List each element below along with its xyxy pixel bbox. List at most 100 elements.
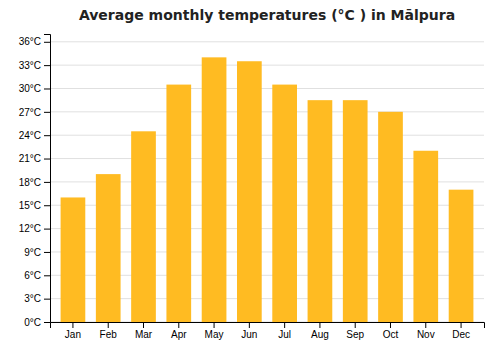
y-axis: 0°C 3°C 6°C 9°C 12°C 15°C 18°C 21°C 24°C 27°C 30°C… [19, 35, 51, 328]
y-tick: 24°C [19, 130, 50, 141]
x-tick-mark [284, 322, 285, 328]
y-tick-mark [44, 112, 50, 113]
title: Average monthly temperatures (°C ) in Mā… [79, 7, 455, 23]
y-tick-mark [44, 205, 50, 206]
y-tick-label: 33°C [19, 60, 41, 71]
x-tick-mark [108, 322, 109, 328]
y-tick-label: 36°C [19, 36, 41, 47]
y-tick-label: 12°C [19, 223, 41, 234]
y-tick: 0°C [24, 317, 50, 328]
x-tick-label: Sep [346, 329, 364, 340]
x-tick: May [205, 322, 224, 340]
y-tick: 9°C [24, 247, 50, 258]
x-tick: Jun [241, 322, 257, 340]
x-tick: Dec [452, 322, 470, 340]
y-tick: 3°C [24, 293, 50, 304]
bars [61, 57, 474, 322]
y-tick: 15°C [19, 200, 50, 211]
x-tick-mark [425, 322, 426, 328]
x-tick-label: Aug [311, 329, 329, 340]
bar [449, 190, 474, 322]
x-tick-label: Feb [100, 329, 118, 340]
x-tick: Feb [100, 322, 118, 340]
y-tick: 6°C [24, 270, 50, 281]
x-tick-mark [461, 322, 462, 328]
x-tick: Aug [311, 322, 329, 340]
x-tick: Nov [417, 322, 435, 340]
bar [343, 100, 368, 322]
y-tick-mark [44, 182, 50, 183]
grid-line [50, 88, 484, 89]
x-tick-mark [214, 322, 215, 328]
y-axis-line [44, 35, 51, 323]
plot-area: 0°C 3°C 6°C 9°C 12°C 15°C 18°C 21°C 24°C 27°C 30°C… [19, 35, 485, 341]
bar [202, 57, 227, 322]
x-tick-label: Mar [135, 329, 153, 340]
y-tick: 12°C [19, 223, 50, 234]
y-tick-mark [44, 135, 50, 136]
bar [272, 85, 297, 322]
x-tick-label: Nov [417, 329, 435, 340]
y-tick-mark [44, 159, 50, 160]
x-tick-mark [319, 322, 320, 328]
bar [378, 112, 403, 322]
y-tick-label: 6°C [24, 270, 41, 281]
y-tick-mark [44, 275, 50, 276]
y-tick-label: 3°C [24, 293, 41, 304]
y-tick: 21°C [19, 153, 50, 164]
y-tick: 30°C [19, 83, 50, 94]
y-tick-mark [44, 252, 50, 253]
y-tick-label: 27°C [19, 107, 41, 118]
y-tick-label: 15°C [19, 200, 41, 211]
x-tick-label: Apr [171, 329, 187, 340]
y-tick: 36°C [19, 36, 50, 47]
y-tick-mark [44, 65, 50, 66]
x-tick-label: Jun [241, 329, 257, 340]
bar [131, 131, 156, 322]
x-tick: Jan [65, 322, 81, 340]
x-tick: Jul [278, 322, 291, 340]
grid-line [50, 41, 484, 42]
x-axis-line [51, 323, 485, 329]
x-tick-mark [72, 322, 73, 328]
x-tick: Apr [171, 322, 187, 340]
y-tick-mark [44, 42, 50, 43]
x-tick-label: Jan [65, 329, 81, 340]
y-tick-label: 18°C [19, 177, 41, 188]
bar [308, 100, 333, 322]
x-tick-label: Oct [383, 329, 399, 340]
y-tick-label: 30°C [19, 83, 41, 94]
y-tick-label: 9°C [24, 247, 41, 258]
y-tick-mark [44, 322, 50, 323]
y-tick-label: 0°C [24, 317, 41, 328]
grid-line [50, 135, 484, 136]
grid-line [50, 65, 484, 66]
y-tick-label: 21°C [19, 153, 41, 164]
chart-svg: 0°C 3°C 6°C 9°C 12°C 15°C 18°C 21°C 24°C 27°C 30°C… [0, 0, 500, 350]
x-tick: Sep [346, 322, 364, 340]
x-tick-label: May [205, 329, 224, 340]
bar [413, 151, 438, 322]
y-tick: 33°C [19, 60, 50, 71]
x-tick-mark [178, 322, 179, 328]
bar [166, 85, 191, 322]
x-tick-mark [143, 322, 144, 328]
x-tick: Mar [135, 322, 153, 340]
x-axis: Jan Feb Mar Apr May Jun Jul Aug Sep Oct Nov Dec [51, 322, 485, 340]
y-tick-mark [44, 299, 50, 300]
x-tick-label: Dec [452, 329, 470, 340]
x-tick-mark [355, 322, 356, 328]
x-tick-mark [390, 322, 391, 328]
y-tick-label: 24°C [19, 130, 41, 141]
y-tick-mark [44, 229, 50, 230]
bar [61, 197, 86, 322]
grid-line [50, 111, 484, 112]
chart-container: 0°C 3°C 6°C 9°C 12°C 15°C 18°C 21°C 24°C 27°C 30°C… [0, 0, 500, 350]
y-tick: 27°C [19, 107, 50, 118]
bar [237, 61, 262, 322]
grid [50, 42, 484, 322]
x-tick-label: Jul [278, 329, 291, 340]
y-tick: 18°C [19, 177, 50, 188]
y-tick-mark [44, 88, 50, 89]
bar [96, 174, 121, 322]
